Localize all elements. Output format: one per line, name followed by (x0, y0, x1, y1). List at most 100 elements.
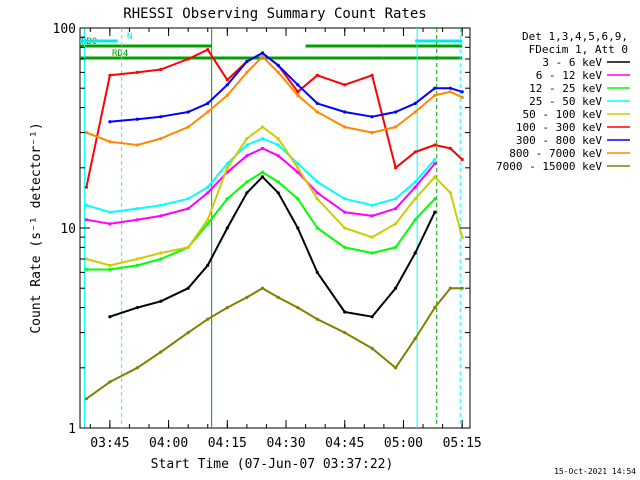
data-point (260, 175, 265, 179)
axis-ticks: 03:45 04:00 04:15 04:30 04:45 05:00 05:15 1 10 10… (53, 22, 482, 451)
data-point (135, 70, 139, 74)
series-line-0 (109, 175, 436, 318)
data-point (260, 125, 265, 129)
data-point (448, 191, 452, 195)
legend-header: Det 1,3,4,5,6,9, (522, 30, 628, 43)
data-point (413, 197, 417, 201)
data-point (433, 175, 437, 179)
flag-label-rd4: RD4 (112, 49, 128, 59)
data-point (186, 125, 190, 129)
data-point (433, 93, 437, 97)
data-point (370, 315, 374, 319)
data-point (84, 397, 88, 401)
data-point (108, 210, 112, 214)
data-point (260, 170, 265, 174)
data-point (186, 57, 190, 61)
data-point (276, 180, 280, 184)
legend-entry-label: 6 - 12 keV (536, 69, 603, 82)
data-point (394, 125, 398, 129)
data-point (315, 191, 319, 195)
data-point (343, 125, 347, 129)
data-point (206, 222, 210, 226)
data-point (225, 166, 229, 170)
data-point (343, 110, 347, 114)
series-line-6 (109, 52, 463, 123)
legend-entry-label: 300 - 800 keV (516, 134, 602, 147)
data-point (460, 95, 464, 99)
data-point (433, 210, 437, 214)
data-point (315, 270, 319, 274)
x-tick-label: 04:15 (208, 436, 247, 451)
data-point (84, 203, 88, 207)
data-point (394, 166, 398, 170)
data-point (394, 110, 398, 114)
data-point (225, 83, 229, 87)
data-point (296, 170, 300, 174)
legend-entry-label: 12 - 25 keV (529, 82, 602, 95)
data-point (260, 51, 265, 55)
data-point (84, 267, 88, 272)
data-point (245, 137, 249, 141)
data-point (225, 306, 229, 310)
data-point (370, 214, 374, 218)
data-point (276, 191, 280, 195)
data-point (135, 143, 139, 147)
data-point (276, 154, 280, 158)
x-tick-label: 05:15 (443, 436, 482, 451)
y-tick-label: 100 (53, 22, 76, 37)
data-point (296, 93, 300, 97)
data-point (276, 63, 280, 67)
data-point (343, 331, 347, 335)
data-point (245, 59, 249, 64)
data-point (159, 203, 163, 207)
data-point (186, 207, 190, 211)
data-point (186, 110, 190, 114)
data-point (159, 137, 163, 141)
data-point (206, 101, 210, 105)
data-point (296, 306, 300, 310)
data-point (159, 67, 163, 72)
data-point (108, 222, 112, 226)
legend-entry-label: 3 - 6 keV (542, 56, 602, 69)
data-point (413, 180, 417, 184)
data-point (186, 331, 190, 335)
data-point (206, 317, 210, 321)
data-point (296, 90, 300, 94)
legend-entry-label: 25 - 50 keV (529, 95, 602, 108)
chart-title: RHESSI Observing Summary Count Rates (123, 6, 426, 22)
data-point (135, 218, 139, 222)
data-point (260, 286, 265, 290)
data-point (370, 131, 374, 135)
data-point (135, 257, 139, 261)
data-point (206, 191, 210, 195)
data-point (394, 366, 398, 370)
data-point (225, 197, 229, 201)
data-point (186, 245, 190, 249)
data-point (276, 295, 280, 299)
data-point (135, 366, 139, 370)
data-point (460, 235, 464, 239)
data-point (433, 86, 437, 90)
data-point (433, 157, 437, 162)
data-point (225, 78, 229, 82)
data-point (413, 251, 417, 255)
data-point (433, 162, 437, 166)
data-point (206, 48, 210, 52)
data-point (460, 157, 464, 162)
legend-header: FDecim 1, Att 0 (529, 43, 628, 56)
data-point (413, 110, 417, 114)
data-point (108, 120, 112, 124)
x-tick-label: 04:30 (266, 436, 305, 451)
data-point (186, 286, 190, 290)
x-tick-label: 04:45 (325, 436, 364, 451)
data-point (296, 162, 300, 166)
data-point (370, 73, 374, 77)
data-point (159, 251, 163, 255)
data-point (413, 185, 417, 189)
data-point (84, 131, 88, 135)
data-point (225, 93, 229, 97)
data-point (276, 70, 280, 74)
data-point (159, 115, 163, 119)
data-point (135, 117, 139, 121)
